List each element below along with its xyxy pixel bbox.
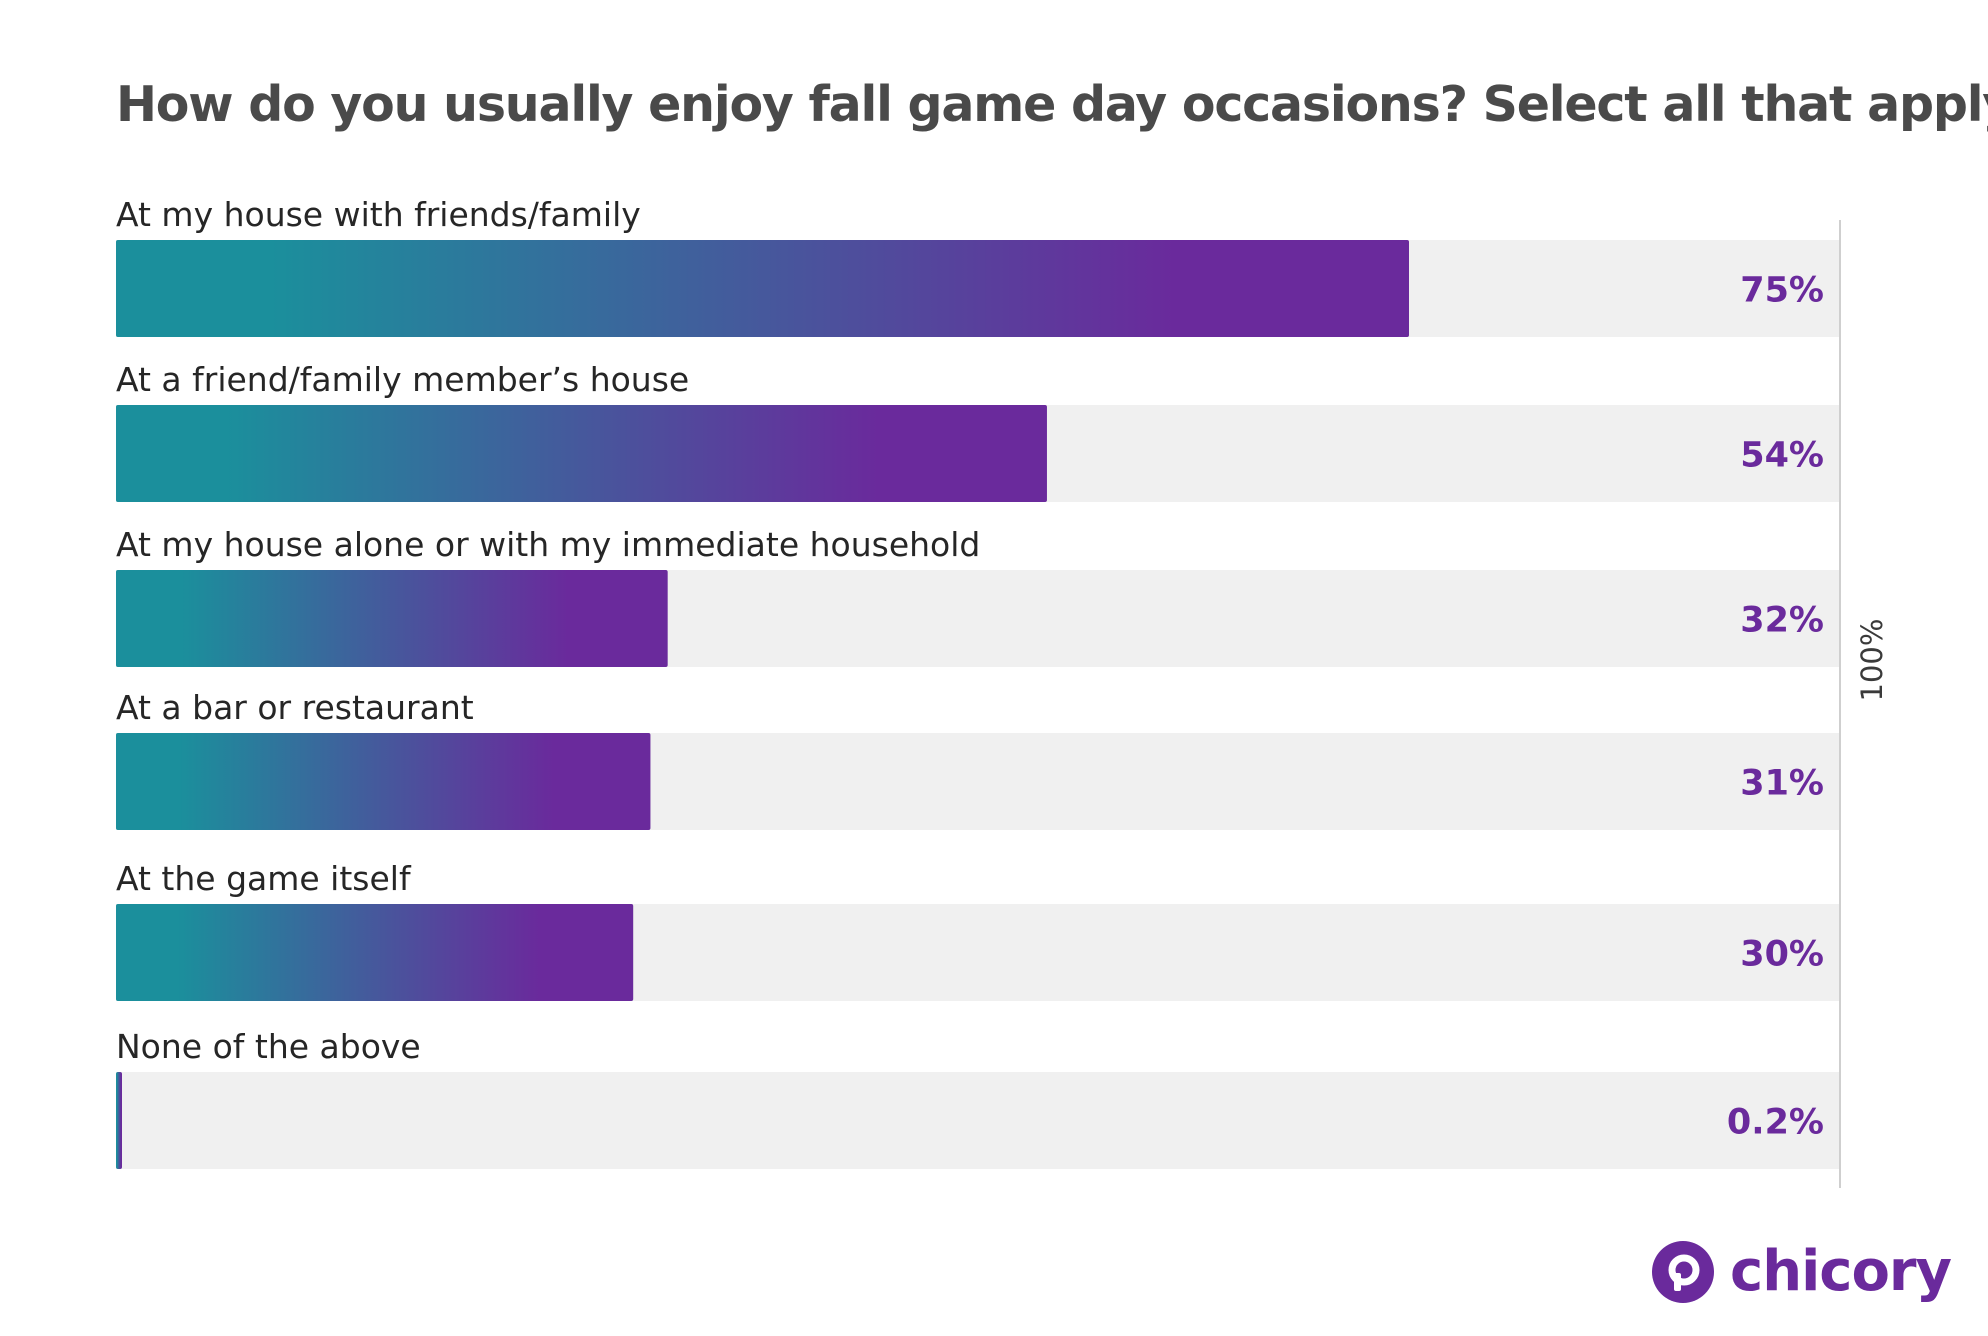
bar-category-label: At a bar or restaurant xyxy=(116,688,474,727)
bar-category-label: At a friend/family member’s house xyxy=(116,360,689,399)
bar xyxy=(116,733,651,830)
bar-category-label: At my house alone or with my immediate h… xyxy=(116,525,980,564)
bar xyxy=(116,570,668,667)
bar xyxy=(116,240,1409,337)
chicory-logo-icon xyxy=(1652,1241,1714,1303)
bar xyxy=(116,1072,122,1169)
brand-name: chicory xyxy=(1730,1239,1952,1304)
bar-category-label: At the game itself xyxy=(116,859,412,898)
bar-value-label: 75% xyxy=(1740,271,1824,311)
bar-value-label: 32% xyxy=(1740,601,1824,641)
bar-category-label: None of the above xyxy=(116,1027,421,1066)
bar xyxy=(116,405,1047,502)
bar-category-label: At my house with friends/family xyxy=(116,195,641,234)
bar-value-label: 0.2% xyxy=(1727,1103,1824,1143)
bar-value-label: 31% xyxy=(1740,764,1824,804)
bar-track xyxy=(116,1072,1840,1169)
chicory-logo: chicory xyxy=(1650,1232,1952,1312)
chart-title: How do you usually enjoy fall game day o… xyxy=(116,76,1988,133)
bar xyxy=(116,904,634,1001)
bar-value-label: 54% xyxy=(1740,436,1824,476)
reference-line-label: 100% xyxy=(1855,619,1889,702)
bar-value-label: 30% xyxy=(1740,935,1824,975)
